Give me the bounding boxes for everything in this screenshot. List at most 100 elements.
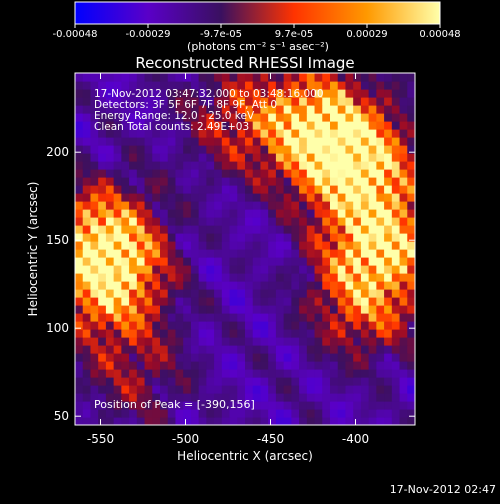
heatmap-cell (275, 81, 285, 90)
heatmap-cell (268, 385, 277, 394)
heatmap-cell (368, 113, 377, 122)
heatmap-cell (407, 313, 415, 322)
heatmap-cell (98, 289, 107, 298)
heatmap-cell (245, 297, 254, 306)
heatmap-cell (291, 145, 300, 154)
heatmap-cell (322, 385, 331, 394)
heatmap-cell (345, 105, 354, 114)
heatmap-cell (314, 361, 323, 370)
heatmap-cell (144, 241, 153, 250)
heatmap-cell (337, 201, 347, 210)
heatmap-cell (136, 305, 146, 314)
heatmap-cell (399, 185, 408, 194)
heatmap-cell (275, 137, 285, 146)
heatmap-cell (322, 153, 331, 162)
heatmap-cell (260, 385, 269, 394)
heatmap-cell (306, 81, 316, 90)
heatmap-cell (214, 153, 223, 162)
heatmap-cell (206, 169, 215, 178)
heatmap-cell (237, 321, 246, 330)
heatmap-cell (268, 345, 277, 354)
heatmap-cell (175, 89, 184, 98)
heatmap-cell (337, 177, 347, 186)
heatmap-cell (291, 417, 300, 425)
heatmap-cell (291, 121, 300, 130)
heatmap-cell (167, 89, 177, 98)
heatmap-cell (283, 145, 292, 154)
heatmap-cell (306, 401, 316, 410)
heatmap-cell (376, 169, 385, 178)
heatmap-cell (90, 241, 99, 250)
heatmap-cell (368, 121, 377, 130)
heatmap-cell (337, 393, 347, 402)
heatmap-cell (337, 153, 347, 162)
heatmap-cell (175, 105, 184, 114)
heatmap-cell (90, 393, 99, 402)
heatmap-cell (190, 105, 200, 114)
heatmap-cell (90, 177, 99, 186)
heatmap-cell (144, 265, 153, 274)
heatmap-cell (353, 177, 362, 186)
heatmap-cell (368, 377, 377, 386)
heatmap-cell (152, 169, 161, 178)
heatmap-cell (237, 337, 246, 346)
heatmap-cell (105, 121, 115, 130)
heatmap-cell (337, 265, 347, 274)
heatmap-cell (214, 185, 223, 194)
heatmap-cell (90, 417, 99, 425)
heatmap-cell (399, 241, 408, 250)
heatmap-cell (121, 297, 130, 306)
heatmap-cell (391, 265, 401, 274)
heatmap-cell (136, 89, 146, 98)
heatmap-cell (183, 409, 192, 418)
heatmap-cell (368, 305, 377, 314)
heatmap-cell (399, 369, 408, 378)
heatmap-cell (360, 281, 370, 290)
heatmap-cell (190, 337, 200, 346)
heatmap-cell (113, 385, 122, 394)
heatmap-cell (399, 321, 408, 330)
heatmap-cell (175, 153, 184, 162)
heatmap-cell (252, 225, 262, 234)
heatmap-cell (330, 417, 339, 425)
heatmap-cell (384, 153, 393, 162)
heatmap-cell (260, 81, 269, 90)
heatmap-cell (167, 73, 177, 82)
heatmap-cell (190, 217, 200, 226)
heatmap-cell (306, 177, 316, 186)
heatmap-cell (136, 257, 146, 266)
heatmap-cell (260, 337, 269, 346)
heatmap-cell (337, 329, 347, 338)
heatmap-cell (322, 73, 331, 82)
heatmap-cell (183, 289, 192, 298)
heatmap-cell (345, 417, 354, 425)
heatmap-cell (360, 201, 370, 210)
heatmap-cell (306, 369, 316, 378)
heatmap-cell (82, 377, 92, 386)
heatmap-cell (175, 385, 184, 394)
heatmap-cell (221, 145, 231, 154)
heatmap-cell (82, 329, 92, 338)
heatmap-cell (121, 249, 130, 258)
heatmap-cell (105, 113, 115, 122)
heatmap-cell (175, 249, 184, 258)
heatmap-cell (291, 377, 300, 386)
heatmap-cell (160, 113, 169, 122)
heatmap-cell (144, 305, 153, 314)
heatmap-cell (221, 337, 231, 346)
heatmap-cell (260, 169, 269, 178)
heatmap-cell (353, 193, 362, 202)
heatmap-cell (299, 209, 308, 218)
heatmap-cell (175, 409, 184, 418)
heatmap-cell (190, 129, 200, 138)
heatmap-cell (167, 153, 177, 162)
heatmap-cell (113, 369, 122, 378)
heatmap-cell (144, 393, 153, 402)
heatmap-cell (229, 401, 238, 410)
heatmap-cell (136, 273, 146, 282)
heatmap-cell (391, 345, 401, 354)
heatmap-cell (368, 137, 377, 146)
heatmap-cell (275, 353, 285, 362)
heatmap-cell (384, 361, 393, 370)
heatmap-cell (214, 401, 223, 410)
